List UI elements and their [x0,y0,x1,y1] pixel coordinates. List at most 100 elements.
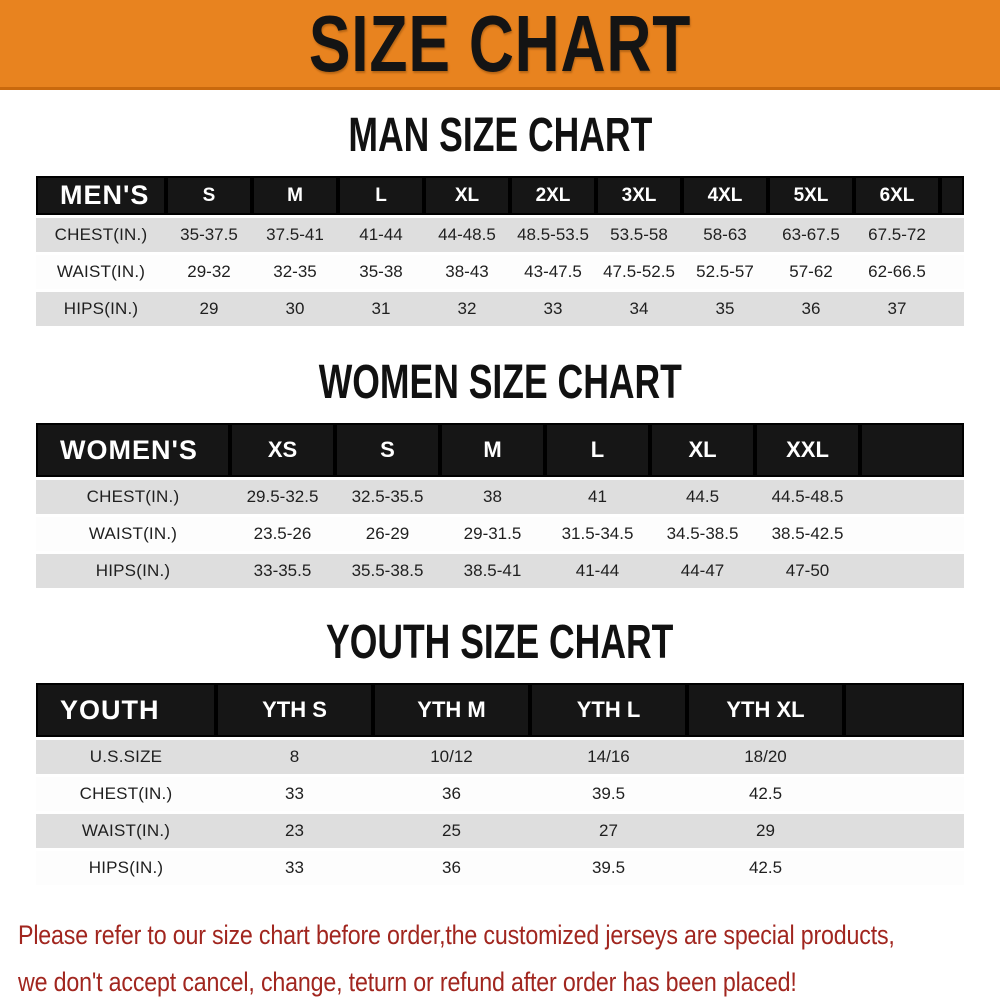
youth-column-header: YTH M [373,683,530,737]
cell: 42.5 [687,777,844,811]
cell: 23 [216,814,373,848]
mens-column-header: L [338,176,424,215]
banner: SIZE CHART [0,0,1000,90]
spacer-cell [860,554,964,588]
cell: 39.5 [530,851,687,885]
order-policy-note: Please refer to our size chart before or… [18,914,1000,1000]
cell: 14/16 [530,740,687,774]
cell: 25 [373,814,530,848]
womens-header-row: WOMEN'S XS S M L XL XXL [36,423,964,477]
cell: 62-66.5 [854,255,940,289]
cell: 58-63 [682,218,768,252]
youth-ussize-row: U.S.SIZE 8 10/12 14/16 18/20 [36,740,964,774]
cell: 44.5 [650,480,755,514]
mens-column-header: 2XL [510,176,596,215]
page-title: SIZE CHART [308,0,692,88]
cell: 32-35 [252,255,338,289]
cell: 44-47 [650,554,755,588]
cell: 10/12 [373,740,530,774]
womens-hips-row: HIPS(IN.) 33-35.5 35.5-38.5 38.5-41 41-4… [36,554,964,588]
mens-column-header: S [166,176,252,215]
cell: 33-35.5 [230,554,335,588]
youth-size-table: YOUTH YTH S YTH M YTH L YTH XL U.S.SIZE … [36,680,964,888]
cell: 38.5-42.5 [755,517,860,551]
cell: 63-67.5 [768,218,854,252]
cell: 37 [854,292,940,326]
cell: 34 [596,292,682,326]
row-label: WAIST(IN.) [36,517,230,551]
cell: 38-43 [424,255,510,289]
cell: 35.5-38.5 [335,554,440,588]
spacer-cell [844,777,964,811]
womens-column-header: XL [650,423,755,477]
cell: 41-44 [545,554,650,588]
cell: 33 [216,851,373,885]
cell: 29.5-32.5 [230,480,335,514]
mens-header-row: MEN'S S M L XL 2XL 3XL 4XL 5XL 6XL [36,176,964,215]
mens-column-header: 3XL [596,176,682,215]
cell: 57-62 [768,255,854,289]
mens-column-header: XL [424,176,510,215]
cell: 67.5-72 [854,218,940,252]
womens-column-header: S [335,423,440,477]
cell: 36 [768,292,854,326]
man-heading-text: MAN SIZE CHART [348,109,652,162]
cell: 18/20 [687,740,844,774]
spacer-cell [844,740,964,774]
youth-column-header: YTH XL [687,683,844,737]
spacer-cell [940,255,964,289]
cell: 36 [373,777,530,811]
mens-waist-row: WAIST(IN.) 29-32 32-35 35-38 38-43 43-47… [36,255,964,289]
youth-header-row: YOUTH YTH S YTH M YTH L YTH XL [36,683,964,737]
mens-size-table: MEN'S S M L XL 2XL 3XL 4XL 5XL 6XL CHEST… [36,173,964,329]
cell: 29-32 [166,255,252,289]
cell: 26-29 [335,517,440,551]
spacer-cell [860,480,964,514]
youth-column-header: YTH S [216,683,373,737]
row-label: CHEST(IN.) [36,480,230,514]
cell: 43-47.5 [510,255,596,289]
spacer-cell [940,292,964,326]
cell: 29-31.5 [440,517,545,551]
row-label: HIPS(IN.) [36,292,166,326]
spacer-cell [940,218,964,252]
cell: 29 [687,814,844,848]
mens-column-header: M [252,176,338,215]
cell: 36 [373,851,530,885]
row-label: WAIST(IN.) [36,255,166,289]
cell: 34.5-38.5 [650,517,755,551]
womens-chest-row: CHEST(IN.) 29.5-32.5 32.5-35.5 38 41 44.… [36,480,964,514]
cell: 35-37.5 [166,218,252,252]
cell: 47-50 [755,554,860,588]
policy-line-2: we don't accept cancel, change, teturn o… [18,967,797,997]
youth-hips-row: HIPS(IN.) 33 36 39.5 42.5 [36,851,964,885]
youth-column-header: YTH L [530,683,687,737]
women-heading-text: WOMEN SIZE CHART [318,356,682,409]
mens-hips-row: HIPS(IN.) 29 30 31 32 33 34 35 36 37 [36,292,964,326]
cell: 53.5-58 [596,218,682,252]
cell: 31.5-34.5 [545,517,650,551]
youth-section-heading: YOUTH SIZE CHART [0,619,1000,667]
cell: 33 [510,292,596,326]
youth-chest-row: CHEST(IN.) 33 36 39.5 42.5 [36,777,964,811]
spacer-cell [860,517,964,551]
cell: 8 [216,740,373,774]
mens-header-label: MEN'S [36,176,166,215]
row-label: CHEST(IN.) [36,218,166,252]
cell: 39.5 [530,777,687,811]
cell: 33 [216,777,373,811]
cell: 38.5-41 [440,554,545,588]
mens-column-header: 6XL [854,176,940,215]
womens-header-label: WOMEN'S [36,423,230,477]
youth-heading-text: YOUTH SIZE CHART [326,616,674,669]
cell: 37.5-41 [252,218,338,252]
mens-column-header: 5XL [768,176,854,215]
spacer-cell [844,814,964,848]
row-label: U.S.SIZE [36,740,216,774]
mens-chest-row: CHEST(IN.) 35-37.5 37.5-41 41-44 44-48.5… [36,218,964,252]
youth-header-label: YOUTH [36,683,216,737]
cell: 30 [252,292,338,326]
womens-column-header: XS [230,423,335,477]
cell: 23.5-26 [230,517,335,551]
